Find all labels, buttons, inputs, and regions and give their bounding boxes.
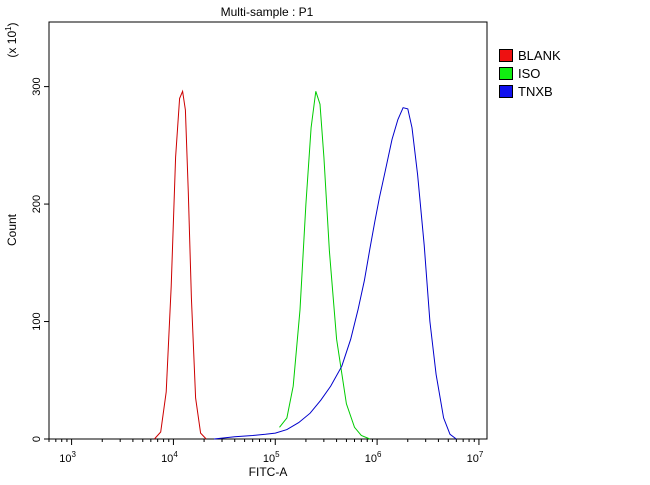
y-tick-label: 100 [31,312,43,330]
y-tick-label: 0 [31,436,43,442]
series-line-iso [279,91,371,440]
legend-item-iso: ISO [499,64,561,82]
y-tick-label: 300 [31,77,43,95]
legend-item-blank: BLANK [499,46,561,64]
x-tick-label: 103 [59,450,76,465]
y-multiplier-label: (x 101) [4,22,19,57]
x-tick-label: 105 [263,450,280,465]
y-tick-label: 200 [31,195,43,213]
legend-swatch-tnxb [499,84,513,98]
legend-swatch-blank [499,48,513,62]
series-line-blank [154,89,207,440]
x-axis-label: FITC-A [249,465,288,479]
series-layer [154,89,457,440]
series-line-tnxb [213,107,457,440]
chart-title: Multi-sample : P1 [221,5,314,19]
x-tick-label: 106 [365,450,382,465]
x-tick-label: 104 [161,450,178,465]
x-tick-label: 107 [467,450,484,465]
legend-label-blank: BLANK [518,47,561,63]
legend: BLANK ISO TNXB [499,46,561,100]
plot-frame [48,21,488,440]
legend-label-iso: ISO [518,65,541,81]
legend-swatch-iso [499,66,513,80]
legend-item-tnxb: TNXB [499,82,561,100]
x-axis-ticks: 103 104 105 106 107 [48,439,484,465]
legend-label-tnxb: TNXB [518,83,553,99]
y-axis-ticks: 0 100 200 300 [31,77,49,442]
y-axis-label: Count [5,213,19,246]
